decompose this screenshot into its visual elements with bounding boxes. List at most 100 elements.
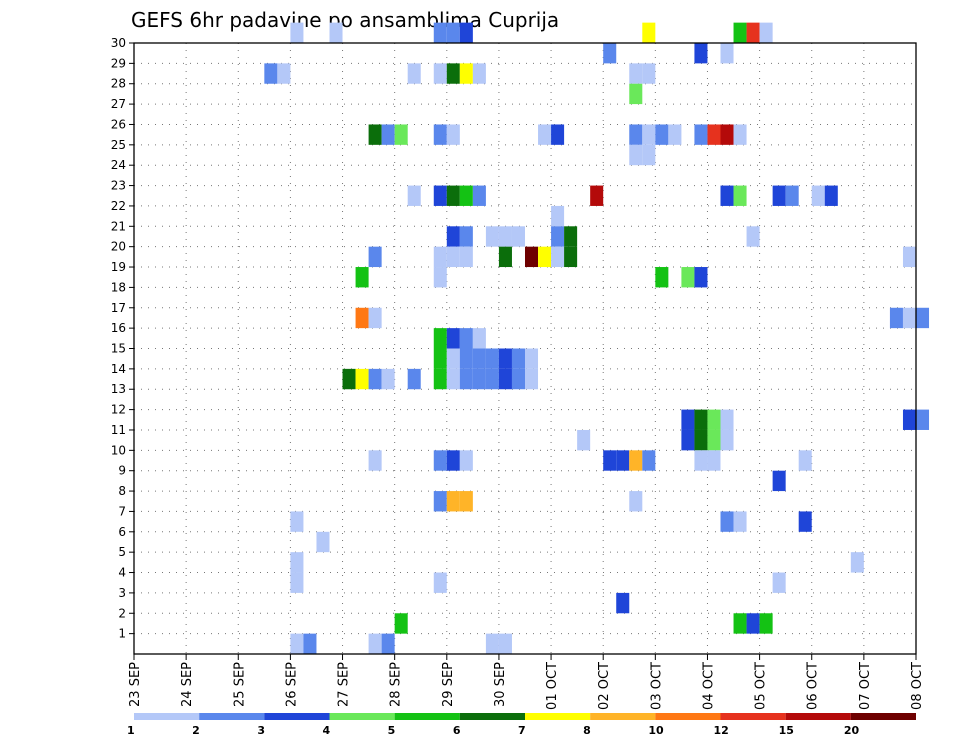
heatmap-cell — [329, 22, 343, 43]
y-tick-label: 26 — [111, 117, 126, 131]
heatmap-cell — [525, 348, 539, 369]
heatmap-cell — [394, 124, 408, 145]
legend-label: 5 — [388, 724, 396, 737]
heatmap-cell — [381, 633, 395, 654]
heatmap-cell — [498, 633, 512, 654]
heatmap-cell — [798, 511, 812, 532]
heatmap-cell — [433, 246, 447, 268]
legend-label: 12 — [714, 724, 729, 737]
heatmap-cell — [525, 246, 539, 268]
y-tick-label: 19 — [111, 260, 126, 274]
y-tick-label: 1 — [118, 627, 126, 641]
heatmap-cell — [446, 22, 460, 43]
heatmap-cell — [642, 144, 656, 166]
y-tick-label: 18 — [111, 280, 126, 294]
heatmap-cell — [407, 368, 421, 390]
y-tick-label: 6 — [118, 525, 126, 539]
x-tick-label: 06 OCT — [806, 662, 821, 710]
heatmap-cell — [694, 267, 708, 288]
y-tick-label: 13 — [111, 382, 126, 396]
heatmap-cell — [459, 246, 473, 268]
heatmap-cell — [433, 491, 447, 512]
heatmap-cell — [368, 633, 382, 654]
x-tick-label: 01 OCT — [545, 662, 560, 710]
heatmap-cell — [459, 185, 473, 206]
x-axis-ticks: 23 SEP 24 SEP 25 SEP 26 SEP 27 SEP 28 SEP 29 S… — [128, 654, 925, 710]
heatmap-cell — [433, 63, 447, 84]
heatmap-cell — [551, 205, 565, 227]
heatmap-cell — [798, 450, 812, 471]
heatmap-cell — [290, 572, 304, 593]
heatmap-cell — [629, 491, 643, 512]
y-axis-ticks: 1234567891011121314151617181920212223242… — [111, 36, 134, 641]
heatmap-cell — [811, 185, 825, 206]
y-tick-label: 22 — [111, 199, 126, 213]
heatmap-cell — [772, 470, 786, 492]
heatmap-cell — [433, 348, 447, 369]
heatmap-cell — [277, 63, 291, 84]
heatmap-cell — [381, 368, 395, 390]
heatmap-cell — [733, 511, 747, 532]
legend-swatch — [785, 713, 851, 720]
heatmap-cell — [655, 267, 669, 288]
legend-swatch — [459, 713, 525, 720]
heatmap-cell — [368, 124, 382, 145]
heatmap-cell — [707, 450, 721, 471]
heatmap-cell — [433, 450, 447, 471]
heatmap-cell — [525, 368, 539, 390]
heatmap-cell — [733, 613, 747, 634]
heatmap-cell — [616, 450, 630, 471]
heatmap-cell — [642, 124, 656, 145]
heatmap-cell — [498, 348, 512, 369]
legend-swatch — [850, 713, 916, 720]
heatmap-cell — [916, 307, 930, 329]
heatmap-cell — [472, 63, 486, 84]
legend-label: 4 — [323, 724, 331, 737]
heatmap-cell — [498, 368, 512, 390]
heatmap-cell — [342, 368, 356, 390]
x-tick-label: 25 SEP — [232, 662, 247, 707]
y-tick-label: 21 — [111, 219, 126, 233]
y-tick-label: 7 — [118, 504, 126, 518]
heatmap-cell — [446, 226, 460, 247]
legend-swatch — [655, 713, 721, 720]
heatmap-cell — [902, 409, 916, 430]
legend-swatch — [525, 713, 591, 720]
heatmap-cell — [720, 185, 734, 206]
heatmap-cell — [746, 226, 760, 247]
heatmap-cell — [785, 185, 799, 206]
heatmap-cell — [446, 328, 460, 349]
heatmap-cell — [707, 429, 721, 451]
y-tick-label: 30 — [111, 36, 126, 50]
heatmap-cell — [850, 552, 864, 573]
heatmap-cell — [733, 185, 747, 206]
legend-label: 10 — [648, 724, 664, 737]
legend-label: 1 — [127, 724, 135, 737]
y-tick-label: 20 — [111, 240, 126, 254]
heatmap-cell — [629, 450, 643, 471]
legend-label: 20 — [844, 724, 860, 737]
heatmap-cell — [446, 348, 460, 369]
heatmap-cell — [720, 511, 734, 532]
heatmap-cell — [446, 450, 460, 471]
x-tick-label: 27 SEP — [337, 662, 352, 707]
legend-swatch — [394, 713, 460, 720]
heatmap-cell — [616, 592, 630, 614]
y-tick-label: 17 — [111, 301, 126, 315]
heatmap-cell — [668, 124, 682, 145]
heatmap-cell — [433, 572, 447, 593]
heatmap-cell — [511, 226, 525, 247]
heatmap-cell — [368, 307, 382, 329]
x-tick-label: 04 OCT — [701, 662, 716, 710]
heatmap-cell — [355, 267, 369, 288]
heatmap-cell — [290, 552, 304, 573]
heatmap-cell — [433, 22, 447, 43]
legend-label: 8 — [583, 724, 591, 737]
heatmap-cell — [902, 307, 916, 329]
grid-lines — [134, 43, 916, 654]
heatmap-cell — [433, 267, 447, 288]
heatmap-cell — [472, 368, 486, 390]
heatmap-cell — [485, 368, 499, 390]
heatmap-cell — [290, 22, 304, 43]
